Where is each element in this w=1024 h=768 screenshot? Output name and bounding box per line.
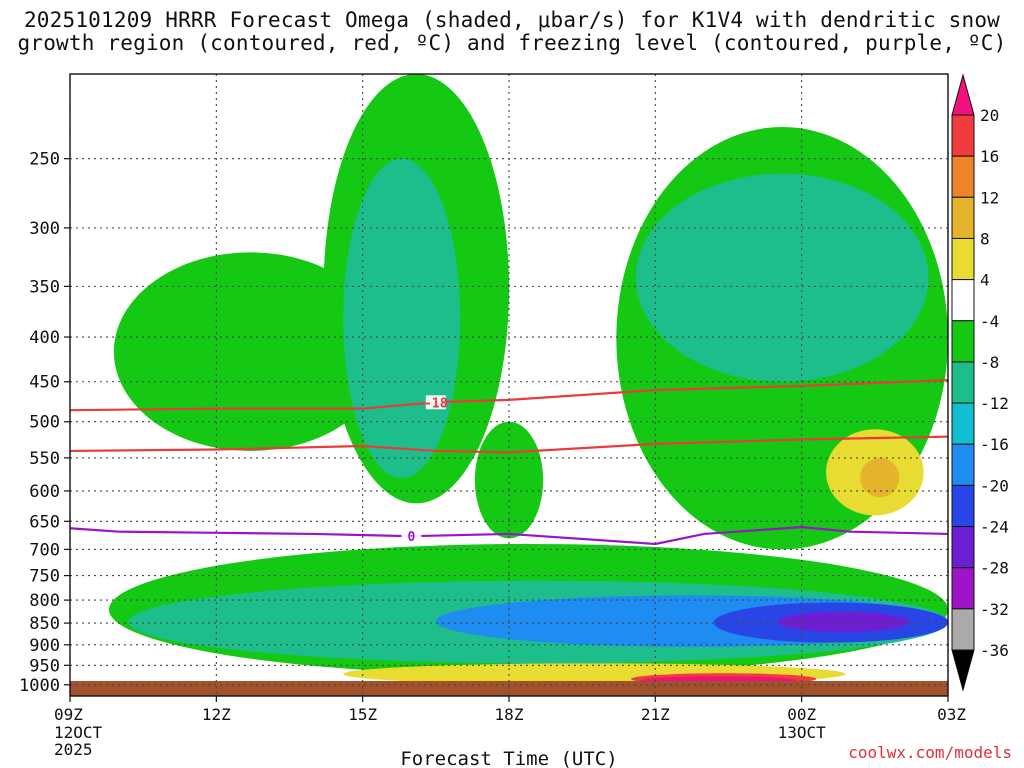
y-tick-label: 800 bbox=[29, 591, 60, 611]
y-tick-label: 400 bbox=[29, 328, 60, 348]
colorbar-swatch bbox=[951, 402, 975, 445]
y-tick-label: 500 bbox=[29, 413, 60, 433]
colorbar-swatch bbox=[951, 484, 975, 528]
x-axis-label: Forecast Time (UTC) bbox=[400, 748, 617, 768]
colorbar-label: -4 bbox=[980, 312, 999, 331]
contour-label-bg bbox=[425, 395, 446, 410]
x-tick-sublabel: 12OCT bbox=[54, 723, 103, 742]
x-tick-sublabel: 2025 bbox=[54, 740, 93, 759]
x-tick-label: 21Z bbox=[641, 705, 670, 724]
y-tick-label: 350 bbox=[29, 277, 60, 297]
y-tick-label: 300 bbox=[29, 219, 60, 239]
colorbar-label: 8 bbox=[980, 229, 990, 248]
colorbar-label: -32 bbox=[980, 600, 1009, 619]
omega-region-12 bbox=[860, 457, 900, 498]
terrain-band bbox=[70, 680, 948, 696]
colorbar-swatch bbox=[951, 114, 975, 157]
credit-link[interactable]: coolwx.com/models bbox=[848, 743, 1012, 762]
colorbar-swatch bbox=[951, 608, 975, 651]
colorbar-swatch bbox=[951, 320, 975, 363]
colorbar-swatch bbox=[951, 196, 975, 239]
y-tick-label: 900 bbox=[29, 636, 60, 656]
y-tick-label: 950 bbox=[29, 656, 60, 676]
y-tick-label: 700 bbox=[29, 540, 60, 560]
colorbar-label: 20 bbox=[980, 106, 999, 125]
y-tick-label: 550 bbox=[29, 449, 60, 469]
contour-label: 0 bbox=[408, 530, 416, 545]
contour-label-bg bbox=[401, 529, 422, 544]
y-tick-label: 1000 bbox=[19, 676, 60, 696]
colorbar-swatch bbox=[951, 237, 975, 281]
colorbar-label: -16 bbox=[980, 435, 1009, 454]
x-tick-label: 18Z bbox=[495, 705, 524, 724]
colorbar-label: -20 bbox=[980, 476, 1009, 495]
y-tick-label: 850 bbox=[29, 614, 60, 634]
chart-title-line-1: 2025101209 HRRR Forecast Omega (shaded, … bbox=[23, 8, 1001, 32]
omega-region-10 bbox=[777, 611, 909, 632]
colorbar-label: 12 bbox=[980, 188, 999, 207]
colorbar-swatch bbox=[951, 526, 975, 569]
colorbar-swatch bbox=[951, 443, 975, 486]
y-tick-label: 450 bbox=[29, 373, 60, 393]
colorbar-swatch bbox=[951, 361, 975, 404]
x-tick-label: 09Z bbox=[54, 705, 83, 724]
x-tick-label: 03Z bbox=[937, 705, 966, 724]
contour-label: -18 bbox=[424, 396, 448, 411]
contour-1 bbox=[70, 435, 948, 454]
colorbar-label: -24 bbox=[980, 518, 1009, 537]
colorbar-label: -36 bbox=[980, 641, 1009, 660]
colorbar-label: 4 bbox=[980, 271, 990, 290]
y-tick-label: 750 bbox=[29, 567, 60, 587]
x-tick-label: 12Z bbox=[202, 705, 231, 724]
colorbar-swatch bbox=[951, 567, 975, 610]
contour-2 bbox=[70, 525, 948, 546]
colorbar-bottom-arrow bbox=[951, 649, 975, 692]
colorbar-top-arrow bbox=[951, 73, 975, 116]
y-tick-label: 250 bbox=[29, 150, 60, 170]
x-tick-sublabel: 13OCT bbox=[778, 723, 827, 742]
x-tick-label: 00Z bbox=[787, 705, 816, 724]
colorbar-label: -12 bbox=[980, 394, 1009, 413]
colorbar-label: 16 bbox=[980, 147, 999, 166]
colorbar-swatch bbox=[951, 279, 975, 322]
omega-region-0 bbox=[113, 252, 388, 451]
colorbar-label: -8 bbox=[980, 353, 999, 372]
colorbar-label: -28 bbox=[980, 559, 1009, 578]
x-tick-label: 15Z bbox=[348, 705, 377, 724]
contour-0 bbox=[70, 378, 948, 412]
y-tick-label: 600 bbox=[29, 482, 60, 502]
colorbar-swatch bbox=[951, 155, 975, 198]
omega-region-2 bbox=[343, 158, 461, 479]
chart-title-line-2: growth region (contoured, red, ºC) and f… bbox=[17, 31, 1007, 55]
omega-region-5 bbox=[635, 173, 929, 382]
y-tick-label: 650 bbox=[29, 512, 60, 532]
